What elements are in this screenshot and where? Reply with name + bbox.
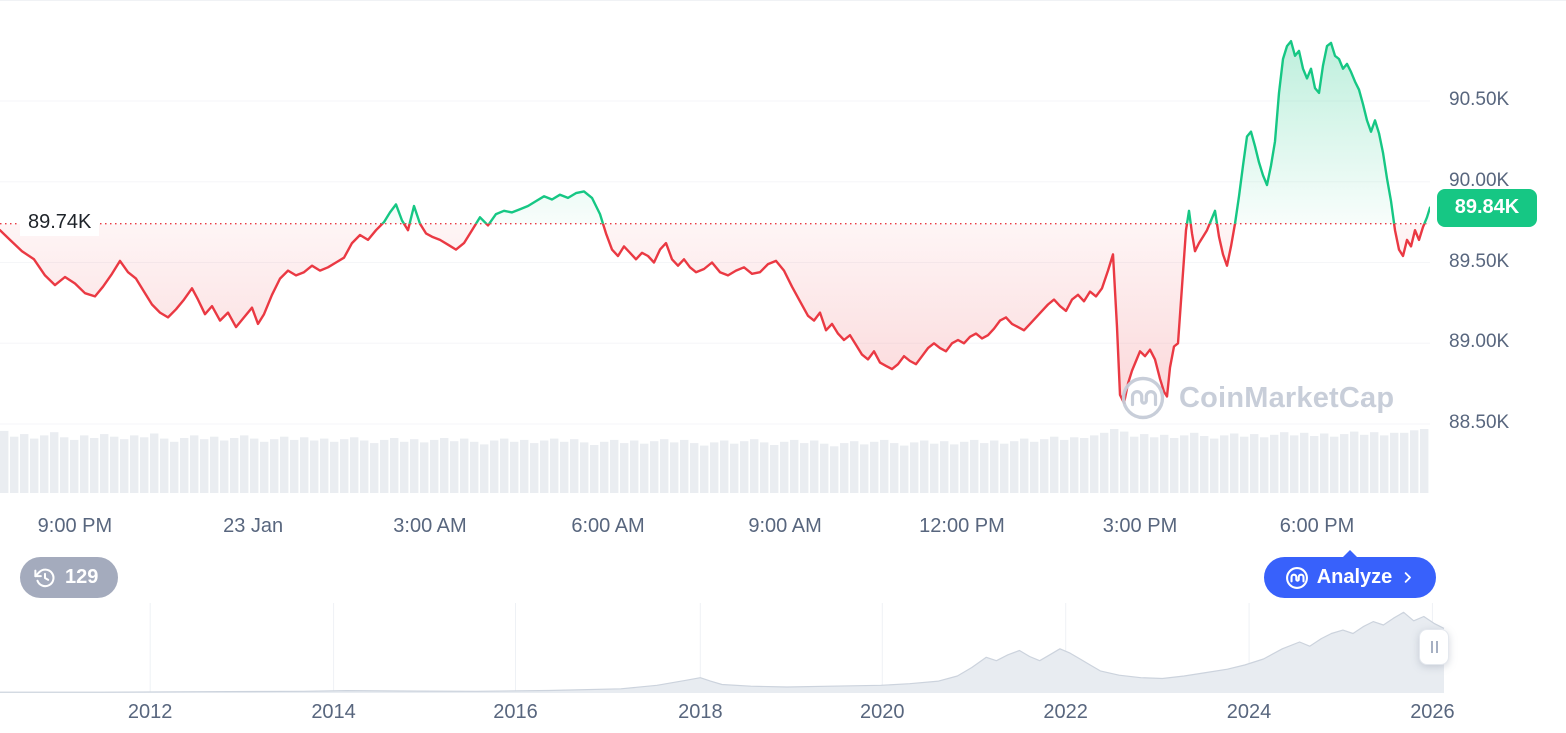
y-axis-label: 88.50K xyxy=(1449,412,1510,433)
analyze-button[interactable]: Analyze xyxy=(1264,550,1436,598)
x-axis-label: 3:00 PM xyxy=(1102,515,1178,537)
y-axis-label: 89.00K xyxy=(1449,331,1510,353)
analyze-pointer-icon xyxy=(1342,550,1358,558)
x-axis-label: 9:00 AM xyxy=(748,515,822,537)
watermark-text: CoinMarketCap xyxy=(1179,381,1395,414)
year-label: 2018 xyxy=(678,701,723,723)
current-price-badge: 89.84K xyxy=(1437,188,1537,227)
year-label: 2022 xyxy=(1043,701,1088,723)
y-axis-label: 90.50K xyxy=(1449,89,1510,110)
history-count: 129 xyxy=(65,566,99,588)
analyze-label: Analyze xyxy=(1316,566,1393,588)
navigator-handle[interactable] xyxy=(1419,629,1449,665)
year-label: 2016 xyxy=(493,701,538,723)
price-chart[interactable] xyxy=(0,1,1566,501)
x-axis-label: 3:00 AM xyxy=(393,515,467,537)
x-axis-label: 6:00 PM xyxy=(1279,515,1355,537)
x-axis-label: 12:00 PM xyxy=(919,515,1005,537)
chevron-right-icon xyxy=(1404,572,1412,583)
coinmarketcap-logo-icon xyxy=(1285,566,1308,589)
coinmarketcap-watermark: CoinMarketCap xyxy=(1120,375,1394,421)
x-axis-label: 23 Jan xyxy=(223,515,284,537)
year-label: 2020 xyxy=(860,701,905,723)
year-label: 2014 xyxy=(311,701,356,723)
navigator-chart[interactable] xyxy=(0,599,1566,699)
history-icon xyxy=(34,568,55,587)
baseline-price-label: 89.74K xyxy=(20,208,100,236)
x-axis-label: 6:00 AM xyxy=(571,515,645,537)
year-label: 2024 xyxy=(1226,701,1272,723)
history-badge[interactable]: 129 xyxy=(20,557,119,598)
year-label: 2012 xyxy=(127,701,173,723)
coinmarketcap-logo-icon xyxy=(1121,376,1165,420)
x-axis-label: 9:00 PM xyxy=(37,515,113,537)
y-axis-label: 90.00K xyxy=(1449,169,1510,191)
year-label: 2026 xyxy=(1410,701,1455,723)
y-axis-label: 89.50K xyxy=(1449,250,1510,272)
